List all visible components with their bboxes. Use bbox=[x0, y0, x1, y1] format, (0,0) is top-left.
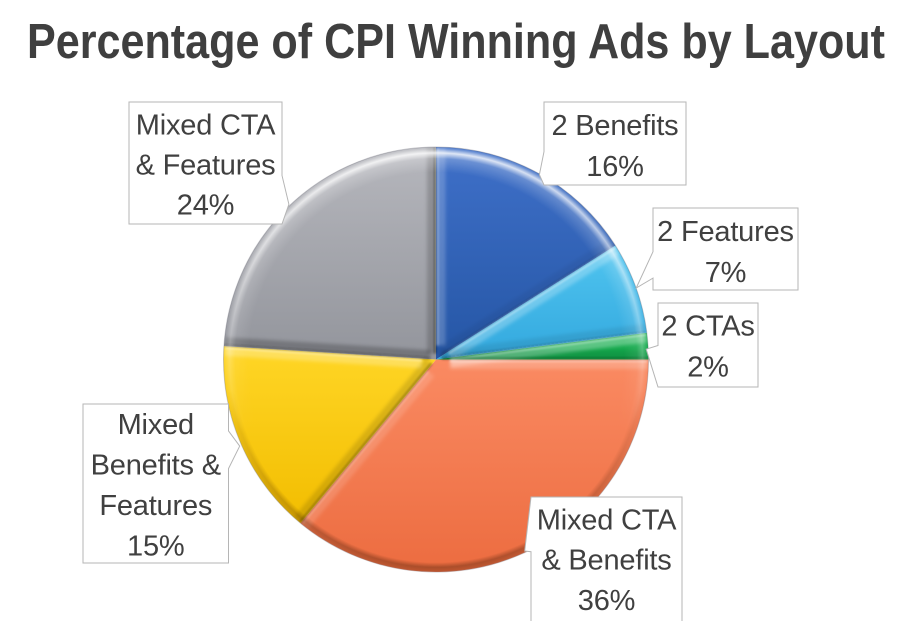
svg-text:Percentage of CPI Winning Ads: Percentage of CPI Winning Ads by Layout bbox=[27, 15, 885, 69]
svg-text:2 Benefits: 2 Benefits bbox=[552, 110, 679, 142]
svg-text:Mixed CTA: Mixed CTA bbox=[537, 505, 677, 537]
svg-text:24%: 24% bbox=[177, 190, 234, 222]
svg-text:2%: 2% bbox=[687, 352, 729, 384]
svg-text:15%: 15% bbox=[127, 531, 184, 563]
svg-text:Mixed CTA: Mixed CTA bbox=[136, 110, 276, 142]
svg-text:36%: 36% bbox=[578, 585, 635, 617]
svg-text:16%: 16% bbox=[586, 151, 643, 183]
svg-text:Features: Features bbox=[99, 490, 212, 522]
svg-text:2 Features: 2 Features bbox=[657, 216, 794, 248]
svg-text:Benefits &: Benefits & bbox=[91, 450, 221, 482]
svg-text:Mixed: Mixed bbox=[118, 409, 194, 441]
svg-text:2 CTAs: 2 CTAs bbox=[661, 311, 754, 343]
svg-text:& Benefits: & Benefits bbox=[541, 545, 671, 577]
svg-text:& Features: & Features bbox=[136, 150, 276, 182]
svg-text:7%: 7% bbox=[705, 257, 747, 289]
